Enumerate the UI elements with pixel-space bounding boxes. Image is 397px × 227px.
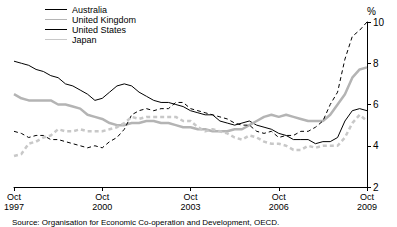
svg-text:2003: 2003 bbox=[180, 202, 200, 212]
svg-text:6: 6 bbox=[373, 99, 379, 110]
svg-text:4: 4 bbox=[373, 140, 379, 151]
svg-text:2006: 2006 bbox=[269, 202, 289, 212]
svg-text:%: % bbox=[367, 6, 376, 17]
svg-text:Oct: Oct bbox=[272, 192, 287, 202]
svg-text:10: 10 bbox=[373, 17, 385, 28]
svg-text:Oct: Oct bbox=[183, 192, 198, 202]
svg-text:Japan: Japan bbox=[72, 35, 97, 45]
svg-text:United States: United States bbox=[72, 25, 127, 35]
svg-text:Oct: Oct bbox=[7, 192, 22, 202]
svg-text:Australia: Australia bbox=[72, 5, 107, 15]
svg-text:2009: 2009 bbox=[357, 202, 377, 212]
svg-text:Oct: Oct bbox=[360, 192, 375, 202]
svg-text:1997: 1997 bbox=[4, 202, 24, 212]
svg-text:United Kingdom: United Kingdom bbox=[72, 15, 136, 25]
svg-text:Oct: Oct bbox=[95, 192, 110, 202]
svg-text:8: 8 bbox=[373, 58, 379, 69]
svg-text:2: 2 bbox=[373, 182, 379, 193]
svg-text:2000: 2000 bbox=[92, 202, 112, 212]
svg-text:Source: Organisation for Econo: Source: Organisation for Economic Co-ope… bbox=[12, 218, 279, 227]
